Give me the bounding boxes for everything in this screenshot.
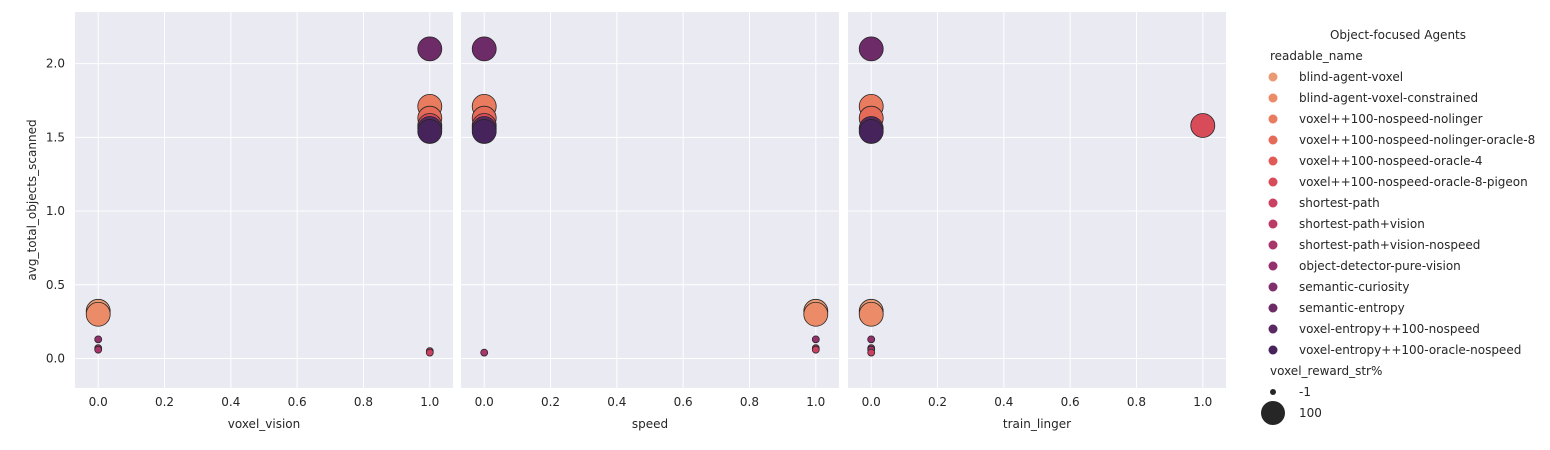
data-point <box>858 119 884 144</box>
x-tick-label: 0.4 <box>607 395 626 409</box>
x-tick-label: 0.2 <box>155 395 174 409</box>
x-axis-label: voxel_vision <box>228 417 301 431</box>
legend-size-marker <box>1270 389 1276 395</box>
legend-label: shortest-path <box>1299 196 1380 210</box>
legend-marker <box>1268 72 1278 82</box>
legend-label: voxel++100-nospeed-oracle-4 <box>1299 154 1483 168</box>
legend-marker <box>1268 114 1278 124</box>
data-point <box>471 119 497 144</box>
plot-area-1 <box>75 12 453 388</box>
legend-marker <box>1268 282 1278 292</box>
y-tick-label: 1.0 <box>46 204 65 218</box>
data-point <box>480 348 489 357</box>
legend-size-marker <box>1261 401 1285 425</box>
plot-area-3 <box>848 12 1226 388</box>
legend-label: voxel++100-nospeed-nolinger <box>1299 112 1483 126</box>
x-tick-label: 0.6 <box>1061 395 1080 409</box>
x-tick-label: 0.0 <box>89 395 108 409</box>
legend-hue-title: readable_name <box>1270 49 1363 63</box>
data-point <box>417 119 443 144</box>
y-tick-label: 2.0 <box>46 57 65 71</box>
data-point <box>1190 113 1216 138</box>
data-point <box>803 301 829 327</box>
data-point <box>425 348 434 357</box>
legend-marker <box>1268 324 1278 334</box>
x-tick-label: 1.0 <box>1193 395 1212 409</box>
x-tick-label: 0.4 <box>994 395 1013 409</box>
legend-label: semantic-curiosity <box>1299 280 1409 294</box>
legend-size-label: 100 <box>1299 406 1322 420</box>
y-axis-label: avg_total_objects_scanned <box>25 119 39 280</box>
y-tick-label: 0.0 <box>46 352 65 366</box>
x-tick-label: 1.0 <box>806 395 825 409</box>
legend-marker <box>1268 303 1278 313</box>
legend-label: blind-agent-voxel <box>1299 70 1403 84</box>
data-point <box>85 301 111 327</box>
legend-marker <box>1268 156 1278 166</box>
legend-size-label: -1 <box>1299 385 1311 399</box>
legend-label: voxel++100-nospeed-oracle-8-pigeon <box>1299 175 1528 189</box>
x-tick-label: 0.8 <box>740 395 759 409</box>
x-tick-label: 0.4 <box>221 395 240 409</box>
y-tick-label: 0.5 <box>46 278 65 292</box>
legend-title: Object-focused Agents <box>1330 28 1466 42</box>
plot-area-2 <box>461 12 839 388</box>
legend-marker <box>1268 261 1278 271</box>
data-point <box>94 335 103 344</box>
data-point <box>417 36 443 62</box>
x-tick-label: 0.0 <box>862 395 881 409</box>
legend-label: shortest-path+vision-nospeed <box>1299 238 1480 252</box>
data-point <box>858 301 884 327</box>
x-tick-label: 0.6 <box>288 395 307 409</box>
x-axis-label: train_linger <box>1003 417 1071 431</box>
legend-label: shortest-path+vision <box>1299 217 1425 231</box>
legend-marker <box>1268 345 1278 355</box>
legend-label: voxel-entropy++100-nospeed <box>1299 322 1480 336</box>
legend-label: semantic-entropy <box>1299 301 1405 315</box>
legend-label: blind-agent-voxel-constrained <box>1299 91 1478 105</box>
x-axis-label: speed <box>632 417 668 431</box>
legend-label: object-detector-pure-vision <box>1299 259 1461 273</box>
data-point <box>858 36 884 62</box>
data-point <box>867 348 876 357</box>
x-tick-label: 0.2 <box>541 395 560 409</box>
y-tick-label: 1.5 <box>46 130 65 144</box>
legend-marker <box>1268 219 1278 229</box>
legend-size-title: voxel_reward_str% <box>1270 364 1382 378</box>
data-point <box>811 335 820 344</box>
legend-marker <box>1268 198 1278 208</box>
legend-label: voxel-entropy++100-oracle-nospeed <box>1299 343 1521 357</box>
legend-label: voxel++100-nospeed-nolinger-oracle-8 <box>1299 133 1535 147</box>
legend-marker <box>1268 93 1278 103</box>
data-point <box>811 345 820 354</box>
x-tick-label: 0.8 <box>1127 395 1146 409</box>
legend-marker <box>1268 240 1278 250</box>
x-tick-label: 1.0 <box>420 395 439 409</box>
x-tick-label: 0.0 <box>475 395 494 409</box>
x-tick-label: 0.8 <box>354 395 373 409</box>
legend-marker <box>1268 135 1278 145</box>
data-point <box>94 345 103 354</box>
data-point <box>867 335 876 344</box>
data-point <box>471 36 497 62</box>
x-tick-label: 0.6 <box>674 395 693 409</box>
legend-marker <box>1268 177 1278 187</box>
x-tick-label: 0.2 <box>928 395 947 409</box>
